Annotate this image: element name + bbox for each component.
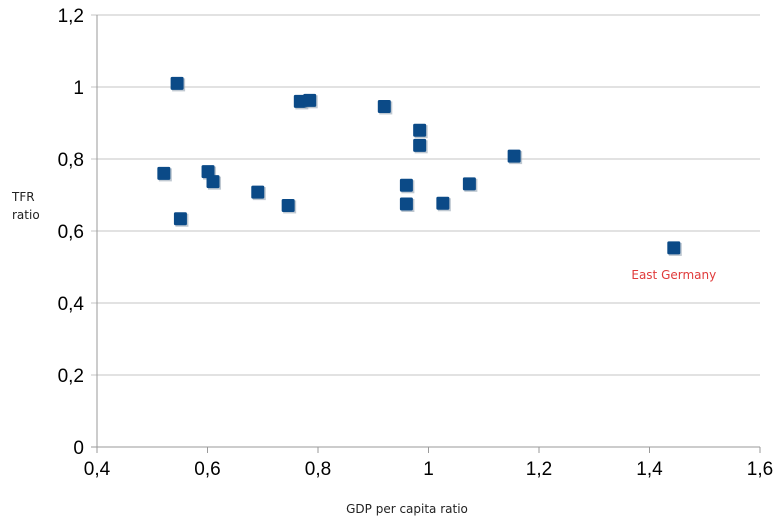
y-tick-labels: 0 0,2 0,4 0,6 0,8 1 1,2 <box>58 6 85 459</box>
x-tick-labels: 0,4 0,6 0,8 1 1,2 1,4 1,6 <box>84 459 773 480</box>
x-tick-label: 1,2 <box>526 459 552 480</box>
x-tick-label: 0,6 <box>194 459 220 480</box>
axes <box>91 15 761 453</box>
x-tick-label: 1 <box>423 459 434 480</box>
x-tick-label: 1,4 <box>636 459 663 480</box>
data-point <box>413 123 427 137</box>
data-point <box>173 212 187 226</box>
data-point <box>206 175 220 189</box>
y-axis-title-line: ratio <box>12 208 40 222</box>
data-point <box>377 99 391 113</box>
y-tick-label: 0,4 <box>58 294 85 315</box>
data-point <box>667 241 681 255</box>
y-tick-label: 0,2 <box>58 366 84 387</box>
annotations: East Germany <box>631 268 716 282</box>
data-point <box>413 138 427 152</box>
data-point <box>251 185 265 199</box>
y-axis-title: TFR ratio <box>11 190 40 222</box>
data-point <box>399 197 413 211</box>
gridlines <box>91 14 760 376</box>
y-tick-label: 0,8 <box>58 150 84 171</box>
y-tick-label: 1,2 <box>58 6 84 27</box>
data-point <box>157 166 171 180</box>
x-tick-label: 1,6 <box>747 459 773 480</box>
data-points <box>157 76 682 256</box>
data-point <box>507 149 521 163</box>
data-point <box>303 93 317 107</box>
y-tick-label: 0 <box>73 438 84 459</box>
annotation-label: East Germany <box>631 268 716 282</box>
x-tick-label: 0,8 <box>305 459 331 480</box>
data-point <box>201 165 215 179</box>
data-point <box>281 198 295 212</box>
data-point <box>170 76 184 90</box>
data-point <box>399 178 413 192</box>
data-point <box>436 196 450 210</box>
x-tick-label: 0,4 <box>84 459 111 480</box>
data-point <box>462 177 476 191</box>
y-axis-title-line: TFR <box>11 190 35 204</box>
x-axis-title: GDP per capita ratio <box>346 502 468 516</box>
y-tick-label: 0,6 <box>58 222 84 243</box>
y-tick-label: 1 <box>73 78 84 99</box>
